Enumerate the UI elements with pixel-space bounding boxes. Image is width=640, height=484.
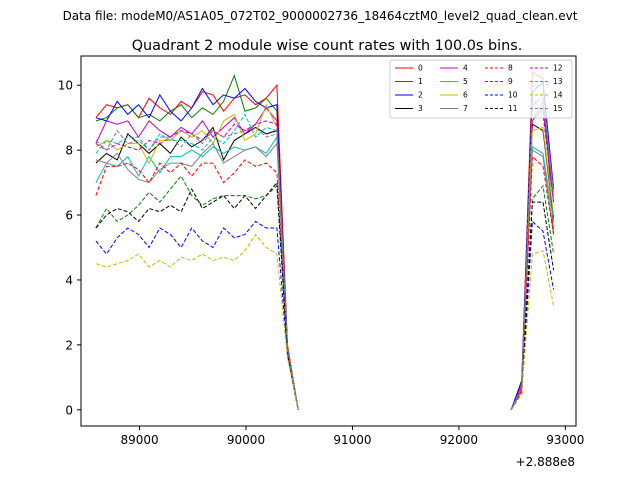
- series-line-7-b: [510, 149, 555, 411]
- series-line-3-b: [510, 123, 555, 411]
- series-line-10-b: [510, 220, 555, 411]
- x-axis: 89000 90000 91000 92000 93000: [120, 426, 584, 447]
- series-line-3-a: [95, 126, 299, 410]
- series-line-9-b: [510, 184, 555, 411]
- y-axis: 0 2 4 6 8 10: [58, 79, 81, 417]
- legend-label: 12: [553, 64, 563, 73]
- legend-label: 9: [508, 77, 513, 86]
- series-line-14-a: [95, 233, 299, 410]
- legend-label: 7: [463, 104, 468, 113]
- series-line-13-a: [95, 113, 299, 410]
- legend-label: 11: [508, 104, 518, 113]
- x-tick-label: 92000: [440, 433, 478, 447]
- legend-label: 1: [418, 77, 423, 86]
- data-file-label: Data file: modeM0/AS1A05_072T02_90000027…: [63, 9, 578, 23]
- series-line-12-a: [95, 120, 299, 410]
- series-line-8-a: [95, 159, 299, 410]
- legend-box: [389, 59, 573, 119]
- series-line-2-a: [95, 87, 299, 410]
- series-layer: [95, 71, 555, 411]
- y-tick-label: 6: [65, 209, 73, 223]
- y-tick-label: 10: [58, 79, 73, 93]
- series-line-15-a: [95, 126, 299, 410]
- series-line-10-a: [95, 220, 299, 410]
- y-tick-label: 0: [65, 403, 73, 417]
- legend-label: 14: [553, 91, 563, 100]
- x-tick-label: 91000: [333, 433, 371, 447]
- legend-label: 4: [463, 64, 468, 73]
- x-tick-label: 89000: [120, 433, 158, 447]
- series-line-1-a: [95, 74, 299, 410]
- legend-label: 5: [463, 77, 468, 86]
- x-axis-offset-label: +2.888e8: [516, 455, 575, 469]
- plot-frame: [80, 55, 577, 427]
- legend-label: 15: [553, 104, 563, 113]
- legend-label: 6: [463, 91, 468, 100]
- series-line-6-a: [95, 103, 299, 410]
- legend-label: 10: [508, 91, 518, 100]
- series-line-5-a: [95, 135, 299, 410]
- series-line-8-b: [510, 155, 555, 411]
- series-line-6-b: [510, 126, 555, 411]
- legend-label: 2: [418, 91, 423, 100]
- legend-label: 3: [418, 104, 423, 113]
- x-tick-label: 93000: [546, 433, 584, 447]
- legend-label: 13: [553, 77, 563, 86]
- series-line-7-a: [95, 142, 299, 410]
- y-tick-label: 2: [65, 338, 73, 352]
- chart-title: Quadrant 2 module wise count rates with …: [132, 38, 523, 54]
- legend-label: 0: [418, 64, 423, 73]
- x-tick-label: 90000: [227, 433, 265, 447]
- legend-label: 8: [508, 64, 513, 73]
- series-line-11-b: [510, 201, 555, 411]
- series-line-14-b: [510, 250, 555, 411]
- y-tick-label: 4: [65, 273, 73, 287]
- series-line-11-a: [95, 181, 299, 410]
- y-tick-label: 8: [65, 144, 73, 158]
